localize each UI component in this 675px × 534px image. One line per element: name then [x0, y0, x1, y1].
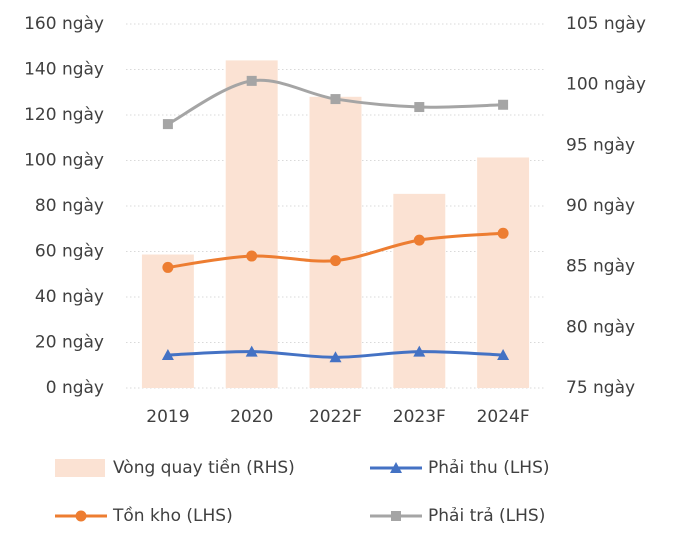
- legend-label: Phải thu (LHS): [428, 458, 550, 478]
- legend-marker: [390, 462, 402, 473]
- x-tick-label: 2022F: [309, 407, 362, 427]
- y-tick-label: 120 ngày: [24, 105, 104, 125]
- x-tick-label: 2024F: [477, 407, 530, 427]
- y-tick-label: 100 ngày: [24, 151, 104, 171]
- y2-tick-label: 85 ngày: [566, 257, 635, 277]
- marker: [498, 99, 509, 110]
- x-tick-label: 2019: [146, 407, 189, 427]
- marker: [497, 349, 510, 361]
- bar: [225, 60, 278, 389]
- y2-tick-label: 75 ngày: [566, 378, 635, 398]
- x-tick-label: 2020: [230, 407, 273, 427]
- marker: [330, 94, 341, 105]
- bar: [309, 96, 362, 389]
- marker: [161, 349, 174, 361]
- y-tick-label: 80 ngày: [35, 196, 104, 216]
- legend-marker: [391, 511, 401, 521]
- legend-label: Phải trả (LHS): [428, 506, 545, 526]
- marker: [162, 261, 174, 273]
- y-tick-label: 160 ngày: [24, 14, 104, 34]
- legend-marker: [75, 510, 87, 522]
- bar: [393, 193, 446, 388]
- y-tick-label: 140 ngày: [24, 60, 104, 80]
- y-tick-label: 20 ngày: [35, 333, 104, 353]
- marker: [497, 227, 509, 239]
- marker: [246, 75, 257, 86]
- marker: [330, 255, 341, 267]
- y-tick-label: 0 ngày: [46, 378, 104, 398]
- y2-tick-label: 80 ngày: [566, 317, 635, 337]
- x-tick-label: 2023F: [393, 407, 446, 427]
- marker: [413, 234, 425, 246]
- y2-tick-label: 95 ngày: [566, 135, 635, 155]
- y-tick-label: 60 ngày: [35, 242, 104, 262]
- marker: [413, 345, 426, 357]
- marker: [414, 102, 425, 113]
- marker: [245, 345, 258, 357]
- y2-tick-label: 90 ngày: [566, 196, 635, 216]
- y2-tick-label: 105 ngày: [566, 14, 646, 34]
- y-tick-label: 40 ngày: [35, 287, 104, 307]
- marker: [162, 119, 173, 130]
- y2-tick-label: 100 ngày: [566, 75, 646, 95]
- legend-swatch: [55, 459, 105, 477]
- legend-label: Vòng quay tiền (RHS): [113, 457, 295, 478]
- bar: [141, 254, 194, 388]
- marker: [329, 351, 342, 363]
- marker: [246, 250, 258, 262]
- legend-label: Tồn kho (LHS): [112, 505, 233, 526]
